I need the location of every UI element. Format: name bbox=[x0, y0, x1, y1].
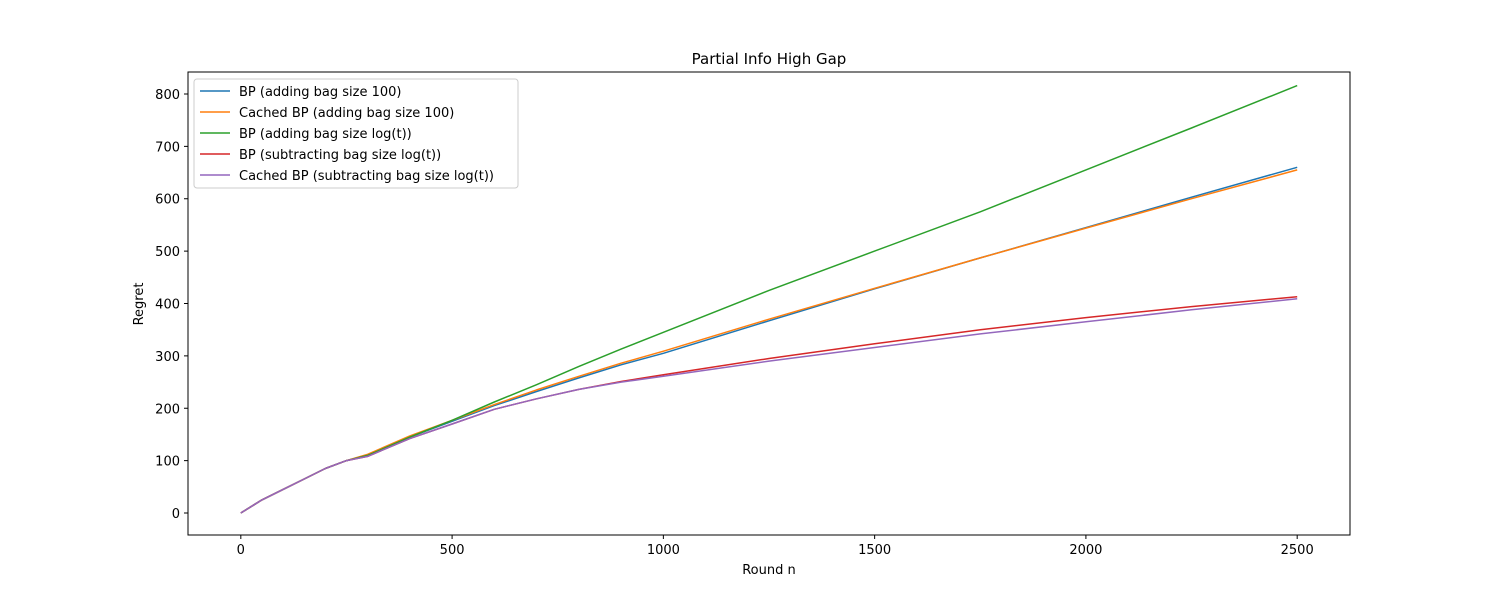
y-tick-label: 200 bbox=[155, 402, 180, 417]
y-tick-label: 600 bbox=[155, 193, 180, 208]
legend-label: Cached BP (subtracting bag size log(t)) bbox=[239, 169, 494, 184]
legend-label: BP (subtracting bag size log(t)) bbox=[239, 148, 441, 163]
legend-label: Cached BP (adding bag size 100) bbox=[239, 106, 454, 121]
series-line-5 bbox=[240, 298, 1298, 514]
y-axis: 0 100 200 300 400 500 600 700 800 bbox=[155, 88, 188, 522]
x-tick-label: 1500 bbox=[858, 543, 891, 558]
x-tick-label: 0 bbox=[237, 543, 245, 558]
series-line-1 bbox=[240, 166, 1298, 514]
plot-lines bbox=[240, 84, 1298, 514]
x-tick-label: 2500 bbox=[1281, 543, 1314, 558]
y-tick-label: 0 bbox=[172, 507, 180, 522]
x-axis: 0 500 1000 1500 2000 2500 bbox=[237, 535, 1314, 558]
series-line-2 bbox=[240, 169, 1298, 514]
legend-label: BP (adding bag size 100) bbox=[239, 85, 402, 100]
x-tick-label: 2000 bbox=[1069, 543, 1102, 558]
y-tick-label: 500 bbox=[155, 245, 180, 260]
chart-title: Partial Info High Gap bbox=[692, 50, 847, 68]
x-tick-label: 1000 bbox=[647, 543, 680, 558]
y-tick-label: 700 bbox=[155, 140, 180, 155]
x-tick-label: 500 bbox=[440, 543, 465, 558]
x-axis-label: Round n bbox=[742, 563, 796, 578]
y-tick-label: 800 bbox=[155, 88, 180, 103]
legend-box bbox=[193, 78, 519, 189]
y-tick-label: 100 bbox=[155, 455, 180, 470]
legend: BP (adding bag size 100) Cached BP (addin… bbox=[193, 78, 519, 189]
y-axis-label: Regret bbox=[132, 283, 147, 326]
legend-label: BP (adding bag size log(t)) bbox=[239, 127, 412, 142]
y-tick-label: 300 bbox=[155, 350, 180, 365]
y-tick-label: 400 bbox=[155, 298, 180, 313]
series-line-4 bbox=[240, 295, 1298, 514]
